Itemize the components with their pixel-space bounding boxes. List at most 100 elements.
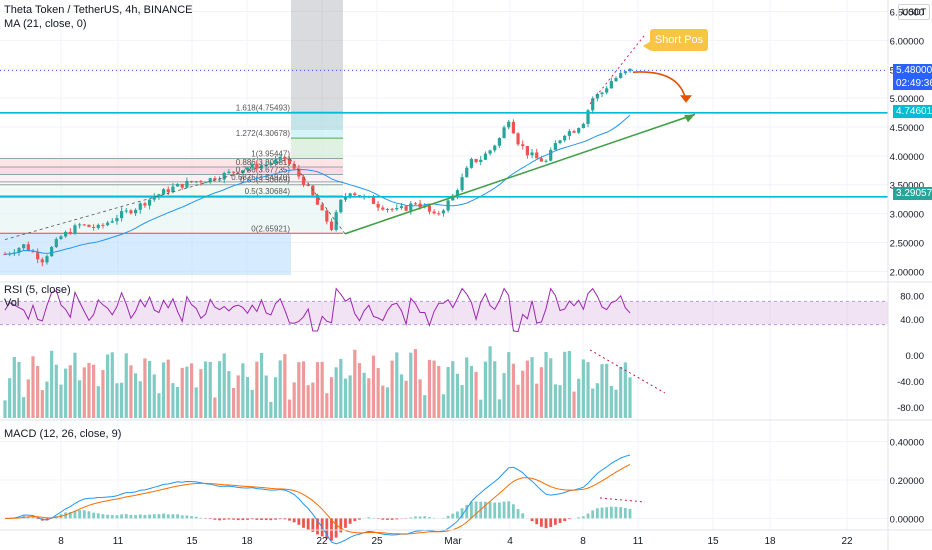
macd-histogram-bar [581, 516, 585, 519]
volume-bar [609, 385, 613, 418]
volume-bar [553, 384, 557, 418]
ma-line [4, 114, 631, 255]
volume-bar [138, 381, 142, 418]
candle-body [31, 250, 35, 253]
volume-bar [166, 359, 170, 418]
candle-body [45, 256, 49, 263]
macd-histogram-bar [465, 504, 469, 519]
volume-bar [287, 399, 292, 418]
candle-body [451, 195, 455, 201]
macd-histogram-bar [339, 518, 343, 533]
time-tick-label: 8 [58, 536, 64, 547]
candle-body [147, 199, 152, 206]
macd-tick-label: 0.00000 [890, 514, 924, 525]
dashed-path [4, 158, 291, 240]
candle-body [479, 159, 483, 162]
volume-bar [26, 379, 30, 418]
candle-body [511, 121, 515, 134]
volume-bar [427, 359, 432, 418]
price-tick-label: 5.00000 [890, 94, 924, 105]
macd-histogram-bar [227, 518, 231, 520]
rsi-pane [0, 287, 888, 333]
volume-bar [334, 367, 338, 418]
volume-bar [115, 383, 119, 418]
rsi-line [4, 287, 631, 333]
volume-bar [259, 352, 264, 418]
ma-indicator-label[interactable]: MA (21, close, 0) [4, 18, 87, 30]
macd-histogram-bar [274, 518, 277, 520]
volume-bar [479, 399, 483, 418]
fibonacci-retracement[interactable]: 1.618(4.75493)1.272(4.30678)1(3.95447)0.… [0, 0, 343, 275]
candle-body [301, 176, 306, 185]
candle-body [325, 210, 329, 222]
volume-bar [217, 361, 222, 418]
candle-body [96, 224, 100, 228]
volume-bar [483, 361, 488, 418]
candle-body [50, 247, 54, 257]
volume-bar [96, 386, 100, 418]
candle-body [68, 231, 72, 234]
price-tick-label: 3.00000 [890, 210, 924, 221]
volume-indicator-label[interactable]: Vol [4, 297, 20, 309]
volume-bar [525, 360, 529, 418]
volume-bar [147, 360, 152, 418]
short-pos-callout[interactable]: Short Pos [643, 29, 708, 51]
rsi-indicator-label[interactable]: RSI (5, close) [4, 284, 71, 296]
candle-body [17, 248, 21, 253]
volume-bar [278, 360, 282, 418]
time-tick-label: 18 [241, 536, 253, 547]
chart-title[interactable]: Theta Token / TetherUS, 4h, BINANCE [4, 4, 193, 16]
candle-body [278, 156, 282, 160]
macd-histogram-bar [269, 518, 273, 521]
candle-body [171, 186, 175, 193]
volume-bar [320, 361, 324, 418]
fib-zone [0, 167, 343, 175]
chart-grid [0, 0, 888, 530]
candle-body [40, 259, 44, 263]
macd-tick-label: 0.40000 [890, 438, 924, 449]
macd-histogram-bar [530, 518, 534, 522]
macd-indicator-label[interactable]: MACD (12, 26, close, 9) [4, 428, 122, 440]
candle-body [521, 144, 525, 147]
volume-bar [502, 373, 506, 418]
volume-bar [59, 384, 63, 418]
volume-bar [395, 352, 399, 418]
candle-body [36, 252, 40, 260]
volume-bar [82, 367, 86, 418]
macd-histogram-bar [614, 506, 618, 519]
countdown-tag: 02:49:36 [893, 77, 932, 90]
price-tick-label: 4.00000 [890, 152, 924, 163]
candle-body [586, 110, 590, 124]
volume-bar [460, 385, 464, 418]
candle-body [199, 181, 203, 183]
chart-drawings[interactable] [0, 34, 888, 240]
volume-bar [343, 378, 348, 418]
volume-bar [325, 393, 329, 418]
volume-bar [12, 357, 16, 418]
macd-histogram-bar [535, 518, 539, 525]
candle-body [283, 156, 287, 160]
volume-bar [586, 362, 590, 418]
volume-bar [8, 378, 12, 418]
time-tick-label: 15 [186, 536, 198, 547]
candle-body [600, 92, 604, 95]
candle-body [469, 158, 474, 168]
volume-bar [273, 377, 278, 418]
macd-histogram-bar [591, 510, 595, 519]
macd-histogram-bar [115, 515, 119, 519]
volume-pane [3, 346, 666, 418]
volume-bar [171, 383, 175, 418]
candle-body [614, 77, 618, 82]
volume-bar [124, 353, 128, 418]
candle-body [115, 218, 119, 222]
candle-body [371, 196, 376, 204]
macd-histogram-bar [348, 518, 352, 524]
volume-bar [511, 363, 515, 418]
macd-histogram-bar [180, 515, 184, 519]
currency-button[interactable]: USDT [898, 4, 930, 20]
macd-histogram-bar [395, 518, 399, 520]
candle-body [441, 210, 446, 214]
candle-body [101, 224, 105, 226]
